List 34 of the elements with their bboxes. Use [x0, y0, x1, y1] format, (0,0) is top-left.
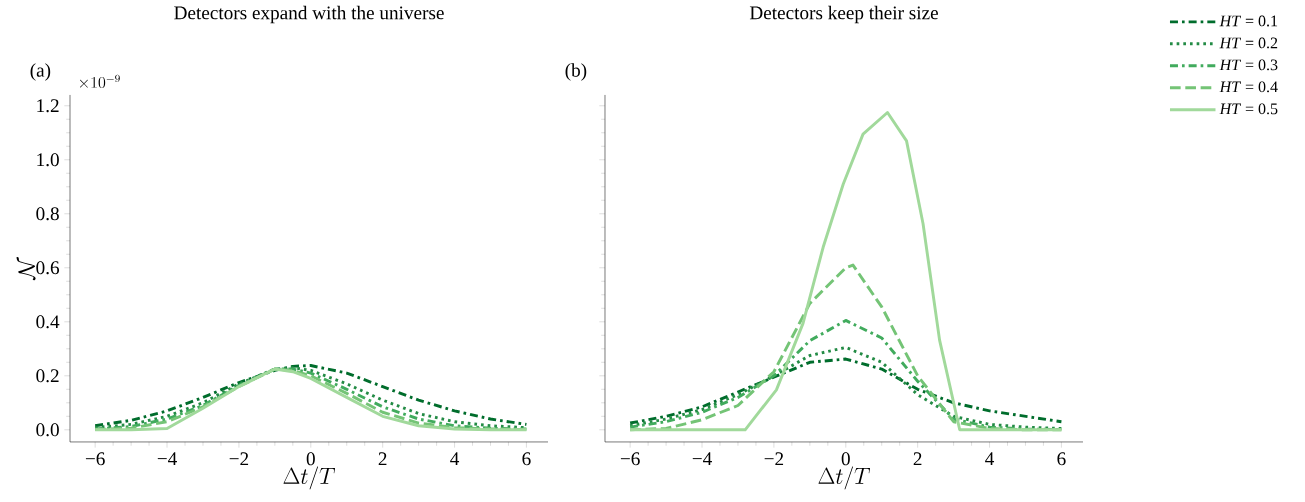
text: (b) [565, 63, 587, 81]
x-tick-label: −6 [620, 452, 640, 466]
x-tick-label: 6 [522, 452, 531, 466]
text: $\times 10^{-9}$ [80, 74, 120, 88]
x-tick-label: −2 [229, 452, 249, 466]
x-tick-label: 0 [841, 452, 850, 466]
x-tick-label: 6 [1057, 452, 1066, 466]
chart-title: Detectors expand with the universe [174, 5, 444, 24]
chart-title: Detectors keep their size [749, 5, 938, 24]
legend-label: HT = 0.3 [1219, 59, 1278, 71]
legend-label: HT = 0.4 [1219, 81, 1278, 93]
x-tick-label: −2 [764, 452, 784, 466]
text: (a) [30, 63, 51, 81]
legend-label: HT = 0.2 [1219, 37, 1278, 49]
x-axis-title: $\Delta t/T$ [818, 466, 871, 490]
x-tick-label: −4 [692, 452, 712, 466]
x-tick-label: 4 [450, 452, 460, 466]
x-tick-label: −6 [85, 452, 105, 466]
x-tick-label: 2 [378, 452, 387, 466]
x-tick-label: −4 [157, 452, 177, 466]
x-tick-label: 4 [985, 452, 995, 466]
x-tick-label: 2 [913, 452, 922, 466]
y-axis-title: $\mathcal{N}$ [16, 257, 36, 281]
y-tick-label: 1.0 [37, 153, 59, 167]
y-tick-label: 0.4 [36, 315, 60, 329]
y-tick-label: 1.2 [37, 99, 59, 113]
y-tick-label: 0.0 [36, 423, 59, 437]
legend-label: HT = 0.1 [1219, 15, 1278, 27]
x-axis-title: $\Delta t/T$ [283, 466, 336, 490]
y-tick-label: 0.8 [36, 207, 59, 221]
y-tick-label: 0.6 [36, 261, 60, 275]
y-tick-label: 0.2 [36, 369, 59, 383]
legend-label: HT = 0.5 [1219, 103, 1278, 115]
x-tick-label: 0 [306, 452, 315, 466]
